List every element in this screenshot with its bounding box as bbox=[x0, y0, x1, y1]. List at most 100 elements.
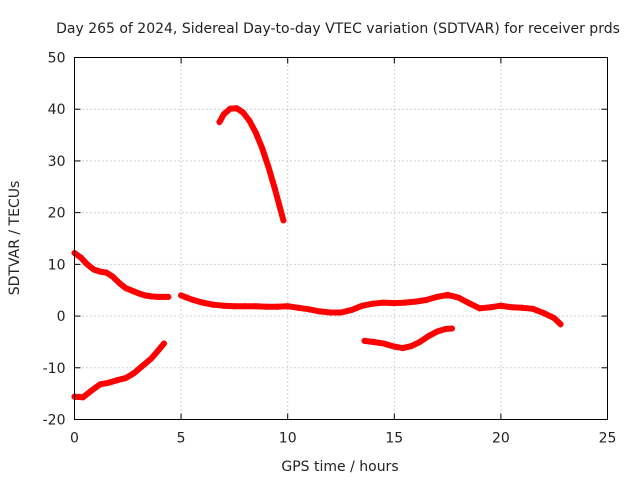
x-tick-label: 0 bbox=[70, 431, 79, 447]
data-point-marker bbox=[465, 300, 472, 307]
data-point-marker bbox=[97, 381, 104, 388]
data-point-marker bbox=[114, 377, 121, 384]
data-point-marker bbox=[369, 338, 376, 345]
y-tick-label: 0 bbox=[57, 309, 66, 325]
data-point-marker bbox=[252, 303, 259, 310]
data-point-marker bbox=[263, 303, 270, 310]
x-axis-label: GPS time / hours bbox=[281, 459, 398, 475]
data-point-marker bbox=[274, 303, 281, 310]
data-point-marker bbox=[316, 308, 323, 315]
data-point-marker bbox=[399, 345, 406, 352]
data-point-marker bbox=[508, 304, 515, 311]
data-point-marker bbox=[97, 268, 104, 275]
data-point-marker bbox=[199, 299, 206, 306]
data-point-marker bbox=[154, 348, 161, 355]
data-point-marker bbox=[284, 303, 291, 310]
data-point-marker bbox=[359, 302, 366, 309]
data-point-marker bbox=[391, 300, 398, 307]
data-point-marker bbox=[276, 201, 283, 208]
data-point-marker bbox=[401, 299, 408, 306]
y-tick-label: 10 bbox=[48, 257, 66, 273]
data-point-marker bbox=[408, 343, 415, 350]
data-point-marker bbox=[265, 164, 272, 171]
data-point-marker bbox=[80, 394, 87, 401]
data-point-marker bbox=[220, 302, 227, 309]
series-trace bbox=[216, 105, 287, 224]
data-point-marker bbox=[442, 326, 449, 332]
data-point-marker bbox=[327, 309, 334, 316]
data-point-marker bbox=[135, 290, 142, 297]
y-tick-label: 20 bbox=[48, 206, 66, 222]
data-point-marker bbox=[348, 306, 355, 313]
series-arc-4 bbox=[216, 105, 287, 224]
data-point-marker bbox=[139, 362, 146, 369]
data-point-marker bbox=[306, 306, 313, 313]
y-tick-label: -10 bbox=[43, 361, 66, 377]
data-point-marker bbox=[425, 333, 432, 340]
data-point-marker bbox=[148, 355, 155, 362]
grid-lines bbox=[74, 57, 608, 420]
data-point-marker bbox=[210, 301, 217, 308]
y-tick-label: 50 bbox=[48, 51, 66, 67]
data-point-marker bbox=[519, 304, 526, 311]
data-point-marker bbox=[361, 337, 368, 344]
series-trace bbox=[178, 291, 564, 328]
data-point-marker bbox=[122, 285, 129, 292]
data-point-marker bbox=[90, 266, 97, 273]
data-point-marker bbox=[131, 369, 138, 376]
data-point-marker bbox=[227, 105, 234, 112]
data-point-marker bbox=[557, 321, 564, 328]
x-tick-label: 20 bbox=[492, 431, 510, 447]
data-point-marker bbox=[433, 293, 440, 300]
data-point-marker bbox=[239, 109, 246, 116]
data-point-marker bbox=[216, 119, 223, 126]
x-tick-label: 15 bbox=[385, 431, 403, 447]
data-point-marker bbox=[391, 343, 398, 350]
x-tick-label: 5 bbox=[177, 431, 186, 447]
x-tick-label: 10 bbox=[279, 431, 297, 447]
data-point-marker bbox=[242, 303, 249, 310]
data-point-marker bbox=[233, 105, 240, 112]
data-point-marker bbox=[280, 217, 287, 224]
data-point-marker bbox=[161, 340, 168, 347]
data-point-marker bbox=[105, 379, 112, 386]
data-point-marker bbox=[252, 129, 259, 136]
data-point-marker bbox=[416, 338, 423, 345]
y-tick-label: -20 bbox=[43, 413, 66, 429]
data-point-marker bbox=[88, 387, 95, 394]
data-point-marker bbox=[444, 291, 451, 298]
data-point-marker bbox=[109, 273, 116, 280]
data-point-marker bbox=[338, 309, 344, 316]
series-arc-2 bbox=[71, 340, 168, 401]
data-point-marker bbox=[103, 269, 110, 276]
data-point-marker bbox=[369, 300, 376, 307]
data-point-marker bbox=[487, 304, 494, 311]
data-point-marker bbox=[497, 302, 504, 309]
series-trace bbox=[71, 340, 167, 401]
data-points bbox=[71, 105, 564, 401]
data-point-marker bbox=[122, 375, 129, 382]
data-point-marker bbox=[188, 296, 195, 303]
data-point-marker bbox=[154, 293, 161, 300]
data-point-marker bbox=[220, 111, 227, 118]
data-point-marker bbox=[116, 279, 123, 286]
data-point-marker bbox=[84, 261, 91, 268]
data-point-marker bbox=[540, 309, 547, 316]
y-tick-label: 30 bbox=[48, 154, 66, 170]
data-point-marker bbox=[423, 297, 430, 304]
data-point-marker bbox=[433, 328, 440, 335]
data-point-marker bbox=[77, 254, 84, 261]
data-point-marker bbox=[271, 185, 278, 192]
data-point-marker bbox=[476, 305, 483, 312]
data-point-marker bbox=[380, 299, 387, 306]
data-point-marker bbox=[529, 305, 536, 312]
series-arc-3 bbox=[178, 291, 564, 328]
y-axis-label: SDTVAR / TECUs bbox=[7, 181, 23, 296]
axis-ticks: 0 5 10 15 20 25 -20 -10 0 10 20 30 40 50 bbox=[43, 51, 617, 447]
data-point-marker bbox=[412, 298, 419, 305]
series-trace bbox=[71, 250, 172, 300]
plot-frame bbox=[74, 57, 608, 420]
data-point-marker bbox=[165, 293, 172, 300]
x-tick-label: 25 bbox=[599, 431, 617, 447]
chart-title: Day 265 of 2024, Sidereal Day-to-day VTE… bbox=[56, 21, 620, 37]
